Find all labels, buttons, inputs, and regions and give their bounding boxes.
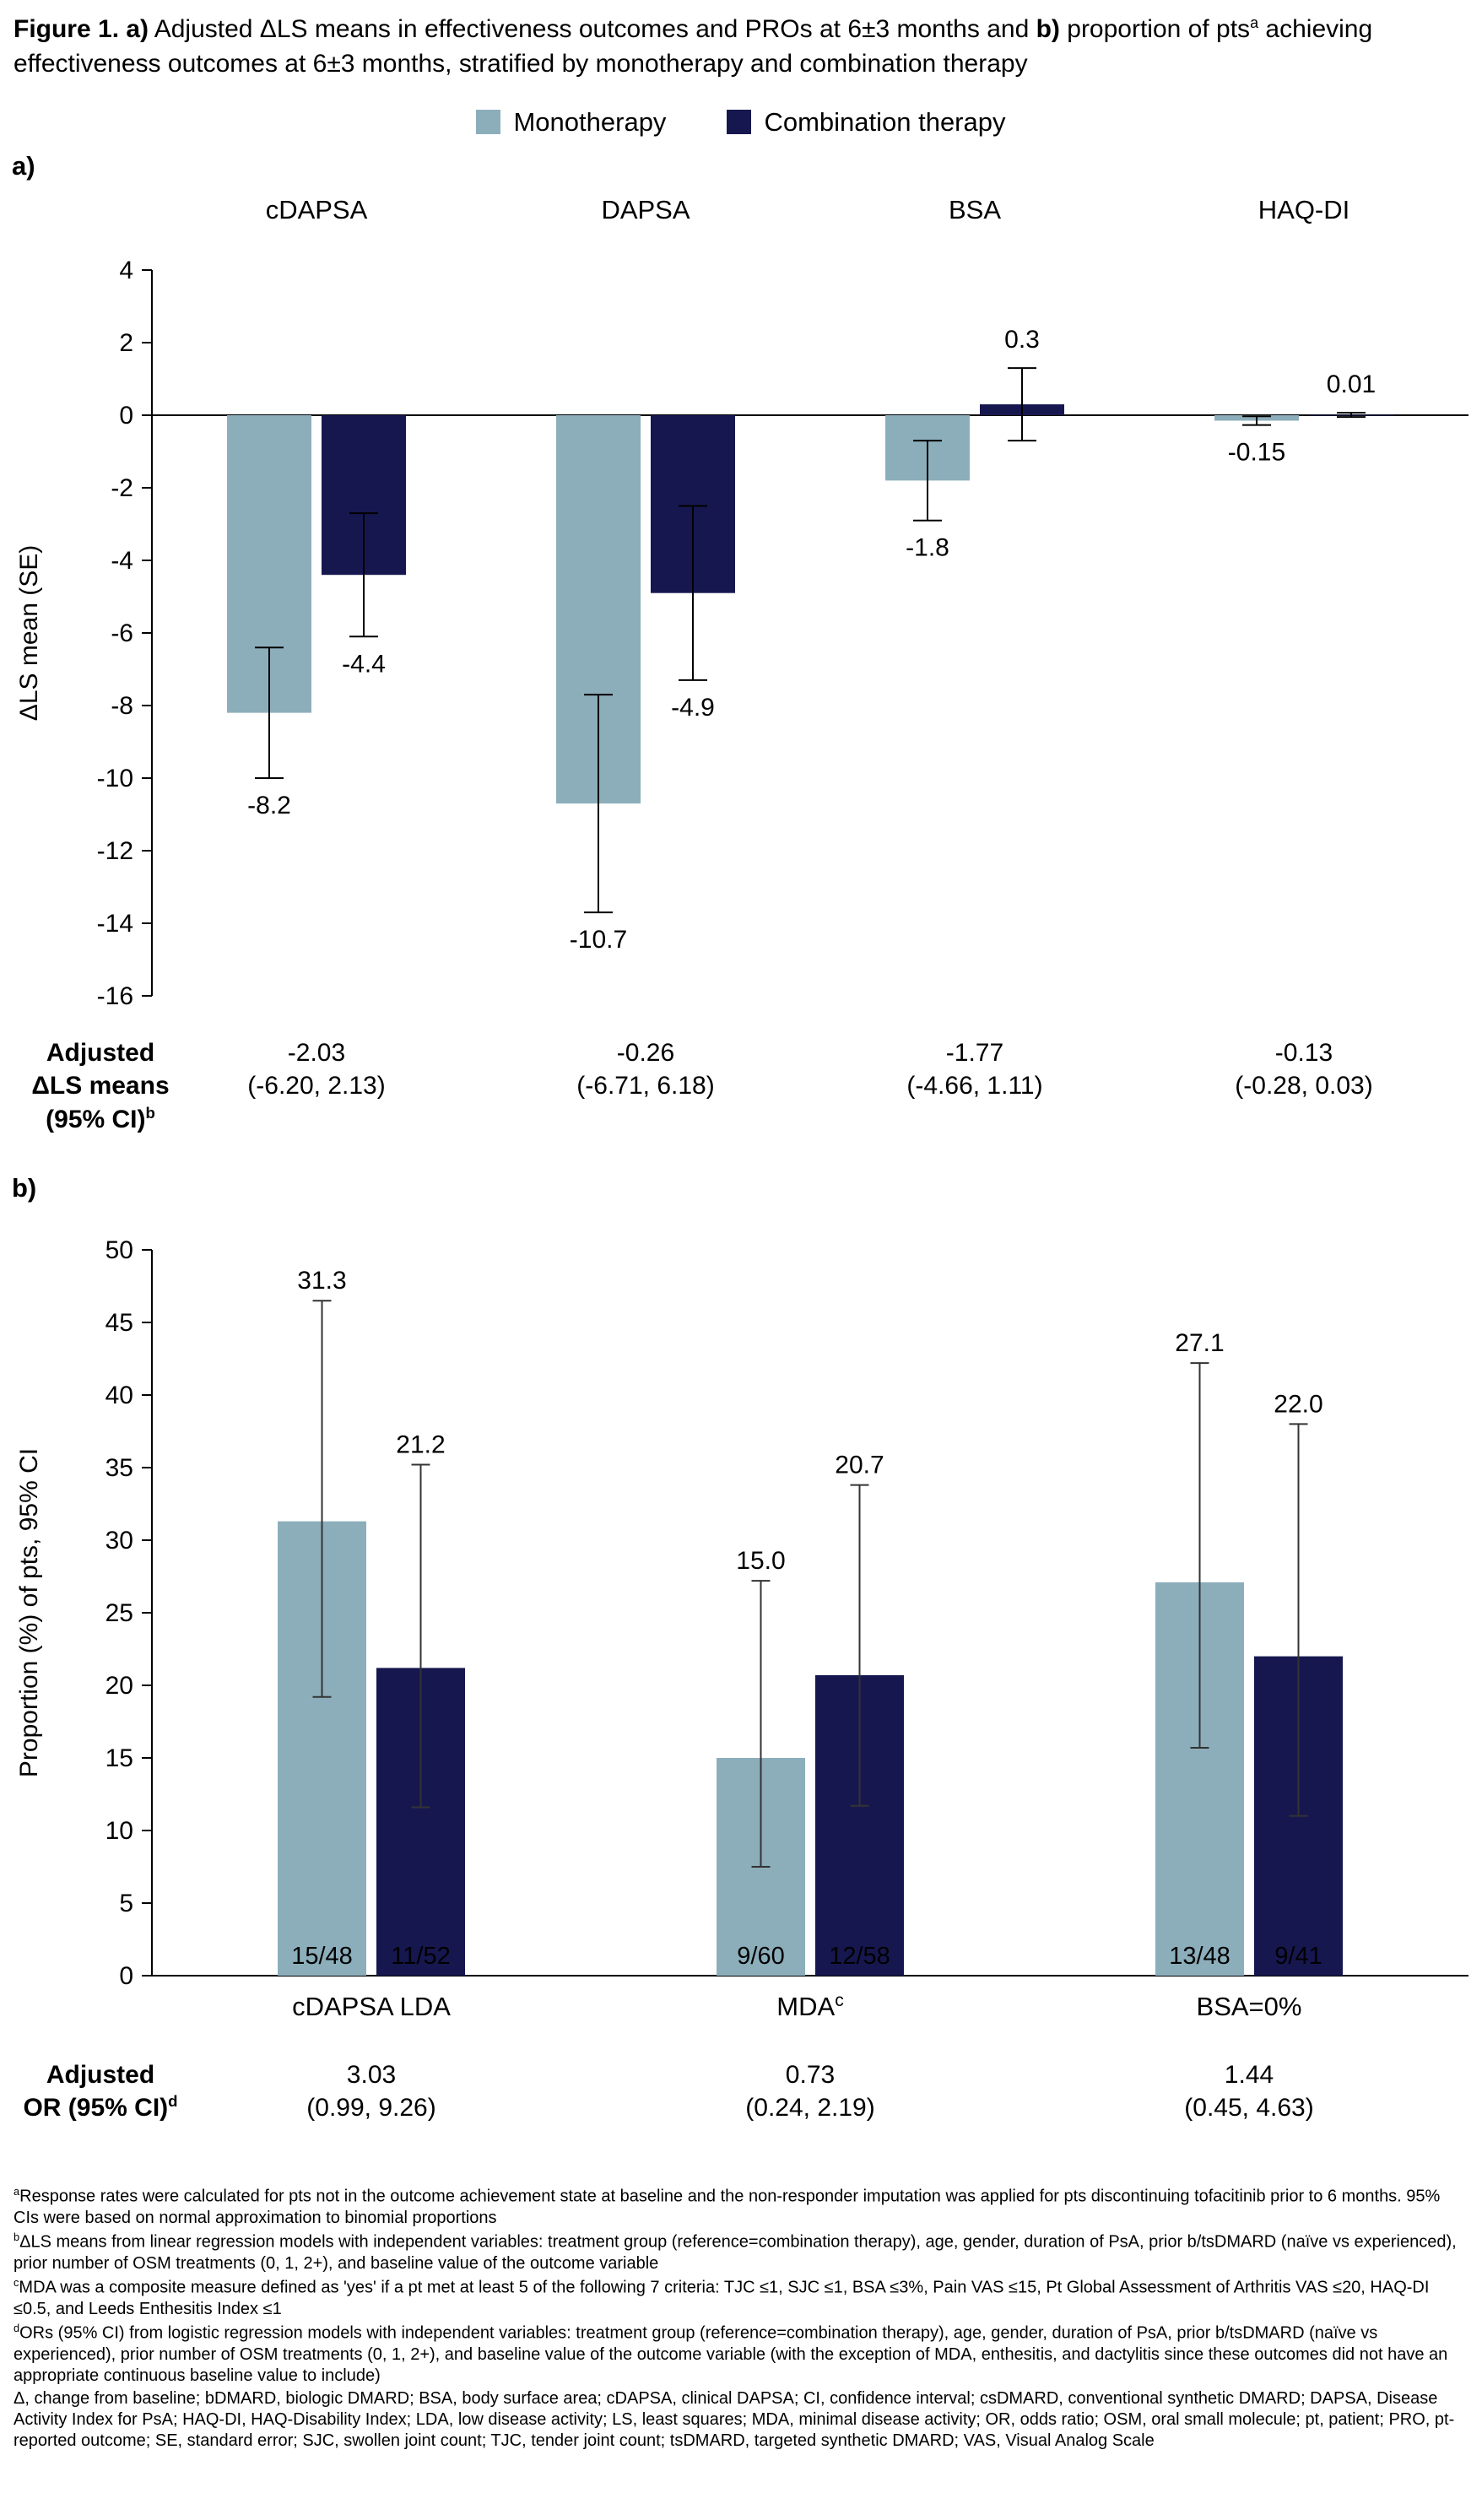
fraction-label: 12/58 — [829, 1943, 890, 1970]
figure-page: Figure 1. a) Adjusted ΔLS means in effec… — [0, 12, 1482, 2452]
fraction-label: 13/48 — [1169, 1943, 1230, 1970]
category-label: DAPSA — [601, 195, 690, 224]
figure-title-text-2: proportion of pts — [1059, 15, 1251, 43]
y-tick-label: 2 — [119, 329, 133, 357]
y-tick-label: -12 — [97, 837, 133, 865]
stats-cell-BSA-0-: 1.44 (0.45, 4.63) — [1184, 2060, 1314, 2123]
value-label: -10.7 — [570, 926, 627, 954]
y-tick-label: 10 — [105, 1817, 133, 1845]
value-label: -8.2 — [247, 792, 291, 819]
y-tick-label: -4 — [111, 547, 133, 575]
category-label: BSA=0% — [1197, 1992, 1302, 2021]
footnote-c: cMDA was a composite measure defined as … — [14, 2275, 1430, 2318]
legend-label-monotherapy: Monotherapy — [513, 106, 667, 137]
fraction-label: 15/48 — [291, 1943, 353, 1970]
footnote-b: bΔLS means from linear regression models… — [14, 2230, 1457, 2273]
combination-swatch-icon — [727, 110, 752, 135]
fraction-label: 9/60 — [737, 1943, 784, 1970]
value-label: -4.4 — [342, 650, 386, 678]
y-tick-label: -16 — [97, 982, 133, 1010]
y-tick-label: 5 — [119, 1890, 133, 1917]
footnote-a: aResponse rates were calculated for pts … — [14, 2184, 1441, 2227]
fraction-label: 11/52 — [391, 1943, 450, 1970]
legend-item-combination: Combination therapy — [727, 106, 1006, 138]
y-tick-label: -10 — [97, 765, 133, 792]
y-tick-label: 15 — [105, 1744, 133, 1772]
panel-a-label: a) — [12, 150, 35, 181]
monotherapy-swatch-icon — [476, 110, 501, 135]
value-label: -0.15 — [1228, 438, 1285, 466]
panel-a-stats-row: Adjusted ΔLS means (95% CI)b -2.03 (-6.20, 2… — [0, 1035, 1482, 1160]
y-tick-label: -8 — [111, 692, 133, 720]
footnote-abbreviations: Δ, change from baseline; bDMARD, biologi… — [14, 2389, 1455, 2451]
y-tick-label: -14 — [97, 910, 133, 938]
value-label: 21.2 — [396, 1430, 445, 1458]
value-label: 0.3 — [1004, 326, 1040, 354]
y-tick-label: 0 — [119, 402, 133, 430]
legend-item-monotherapy: Monotherapy — [476, 107, 666, 138]
stats-cell-HAQ-DI: -0.13 (-0.28, 0.03) — [1235, 1038, 1373, 1100]
stats-row-label: Adjusted ΔLS means (95% CI)b — [31, 1038, 170, 1133]
y-tick-label: -2 — [111, 474, 133, 502]
y-tick-label: 35 — [105, 1454, 133, 1482]
stats-cell-cDAPSA: -2.03 (-6.20, 2.13) — [247, 1038, 386, 1100]
value-label: 15.0 — [736, 1547, 785, 1575]
value-label: 27.1 — [1175, 1329, 1224, 1357]
value-label: 22.0 — [1274, 1390, 1322, 1418]
y-tick-label: 40 — [105, 1382, 133, 1409]
category-label: BSA — [949, 195, 1001, 224]
category-label: HAQ-DI — [1258, 195, 1350, 224]
panel-a-chart: 4 2 0 -2 -4 -6 -8 -10 -12 -14 -16 ΔLS mean (SE) cDAP… — [15, 195, 1468, 1010]
value-label: 20.7 — [835, 1451, 884, 1479]
y-tick-label: 30 — [105, 1527, 133, 1555]
category-label: MDAc — [776, 1991, 843, 2021]
figure-title-superscript: a — [1250, 14, 1259, 31]
value-label: -1.8 — [906, 533, 949, 561]
y-tick-label: 20 — [105, 1672, 133, 1700]
legend-label-combination: Combination therapy — [764, 106, 1006, 137]
stats-cell-cDAPSA-LDA: 3.03 (0.99, 9.26) — [306, 2060, 436, 2123]
stats-cell-MDA: 0.73 (0.24, 2.19) — [745, 2060, 875, 2123]
figure-title-text-1: Adjusted ΔLS means in effectiveness outc… — [149, 15, 1036, 43]
figure-title-text-3: achieving effectiveness outcomes at 6±3 … — [14, 15, 1373, 78]
fraction-label: 9/41 — [1274, 1943, 1322, 1970]
y-tick-label: -6 — [111, 619, 133, 647]
figure-title-bold-b: b) — [1036, 15, 1060, 43]
panel-b-stats-row: Adjusted OR (95% CI)d 3.03 (0.99, 9.26) 0.73… — [0, 2057, 1482, 2163]
y-axis-title: ΔLS mean (SE) — [15, 545, 43, 721]
stats-cell-BSA: -1.77 (-4.66, 1.11) — [906, 1038, 1043, 1100]
value-label: 31.3 — [297, 1267, 346, 1295]
value-label: 0.01 — [1327, 370, 1376, 398]
chart-legend: Monotherapy Combination therapy — [0, 107, 1482, 138]
y-tick-label: 25 — [105, 1599, 133, 1627]
footnotes: aResponse rates were calculated for pts … — [14, 2185, 1462, 2452]
y-tick-label: 4 — [119, 257, 133, 284]
figure-title: Figure 1. a) Adjusted ΔLS means in effec… — [14, 12, 1448, 82]
y-tick-label: 45 — [105, 1309, 133, 1337]
panel-b-label: b) — [12, 1172, 37, 1203]
y-axis-title: Proportion (%) of pts, 95% CI — [15, 1448, 43, 1777]
category-label: cDAPSA — [266, 195, 368, 224]
figure-title-bold-a: Figure 1. a) — [14, 15, 149, 43]
y-tick-label: 0 — [119, 1962, 133, 1990]
value-label: -4.9 — [671, 694, 715, 722]
y-tick-label: 50 — [105, 1236, 133, 1264]
footnote-d: dORs (95% CI) from logistic regression m… — [14, 2321, 1448, 2385]
category-label: cDAPSA LDA — [292, 1992, 451, 2021]
stats-row-label: Adjusted OR (95% CI)d — [23, 2060, 178, 2123]
stats-cell-DAPSA: -0.26 (-6.71, 6.18) — [576, 1038, 715, 1100]
